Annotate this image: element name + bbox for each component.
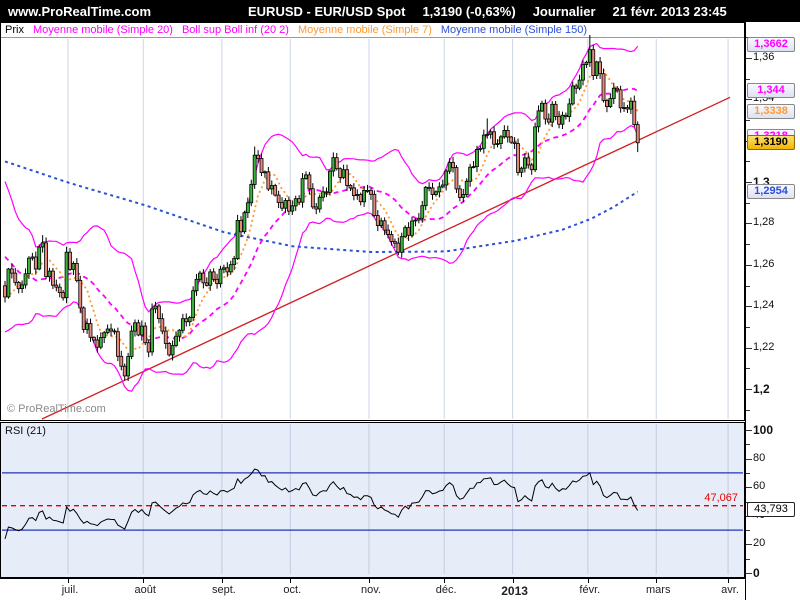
value-label-ma20: 1,344 [747, 83, 795, 98]
price-tick-major [746, 223, 752, 224]
price-tick-major [746, 182, 752, 183]
rsi-tick-major [746, 430, 752, 431]
price-tick [746, 368, 750, 369]
rsi-tick-major [746, 459, 752, 460]
month-tick [290, 579, 292, 583]
title-bar: www.ProRealTime.com EURUSD - EUR/USD Spo… [0, 0, 800, 22]
price-tick-major [746, 306, 752, 307]
price-tick-major [746, 58, 752, 59]
rsi-tick-label: 80 [753, 451, 766, 464]
month-label: juil. [61, 584, 79, 596]
rsi-indicator-label: RSI (21) [5, 425, 46, 437]
price-tick-label: 1,24 [753, 299, 775, 312]
candlestick-chart[interactable] [1, 23, 744, 420]
price-tick [746, 120, 750, 121]
month-tick [68, 579, 69, 583]
value-label-rsi-value: 43,793 [747, 502, 795, 517]
month-tick [587, 579, 589, 583]
price-tick-label: 1,26 [753, 257, 775, 270]
chart-legend: Prix Moyenne mobile (Simple 20) Boll sup B… [1, 23, 744, 38]
rsi-tick-major [746, 487, 752, 488]
month-tick [444, 579, 446, 583]
rsi-tick-major [746, 573, 752, 574]
rsi-tick-label: 100 [753, 423, 774, 437]
time-axis[interactable]: juil. août sept. oct. nov. déc. 2013 févr. mars a… [0, 578, 745, 600]
price-tick-major [746, 389, 752, 390]
chart-title: EURUSD - EUR/USD Spot 1,3190 (-0,63%) Jo… [248, 4, 727, 19]
month-tick [728, 579, 730, 583]
instrument-title: EURUSD - EUR/USD Spot [248, 4, 406, 19]
price-tick-label: 1,36 [753, 50, 775, 63]
price-chart-panel[interactable]: Prix Moyenne mobile (Simple 20) Boll sup B… [0, 22, 745, 421]
month-label: sept. [211, 584, 236, 596]
price-tick [746, 79, 750, 80]
rsi-tick-label: 20 [753, 537, 766, 550]
rsi-tick-label: 60 [753, 480, 766, 493]
legend-item: Moyenne mobile (Simple 150) [440, 24, 587, 36]
month-tick [143, 579, 145, 583]
price-tick [746, 161, 750, 162]
price-tick-label: 1,22 [753, 340, 775, 353]
rsi-tick [746, 444, 750, 445]
month-tick [221, 579, 223, 583]
brand-link[interactable]: www.ProRealTime.com [8, 4, 152, 19]
month-label: mars [646, 584, 671, 596]
price-tick [746, 327, 750, 328]
legend-item: Moyenne mobile (Simple 20) [32, 24, 173, 36]
legend-item-prix: Prix [5, 24, 24, 36]
value-label-last-price: 1,3190 [747, 135, 795, 150]
price-tick-label: 1,28 [753, 216, 775, 229]
price-tick [746, 410, 750, 411]
rsi-tick-major [746, 544, 752, 545]
watermark: © ProRealTime.com [7, 403, 106, 415]
value-label-boll-sup: 1,3662 [747, 37, 795, 52]
price-tick-major [746, 265, 752, 266]
price-tick [746, 203, 750, 204]
month-label: oct. [283, 584, 302, 596]
month-label: 2013 [501, 584, 528, 598]
month-label: avr. [721, 584, 739, 596]
legend-item: Moyenne mobile (Simple 7) [297, 24, 432, 36]
month-label: déc. [435, 584, 457, 596]
last-price-change: 1,3190 (-0,63%) [422, 4, 516, 19]
price-tick-major [746, 348, 752, 349]
month-label: nov. [360, 584, 381, 596]
month-tick [368, 579, 370, 583]
rsi-alert-level-label: 47,067 [704, 492, 738, 504]
datetime-label: 21 févr. 2013 23:45 [612, 4, 727, 19]
rsi-tick [746, 559, 750, 560]
month-label: août [134, 584, 156, 596]
price-tick [746, 286, 750, 287]
value-label-ma150: 1,2954 [747, 184, 795, 199]
rsi-tick [746, 530, 750, 531]
price-tick [746, 244, 750, 245]
value-label-ma7: 1,3338 [747, 104, 795, 119]
rsi-tick [746, 473, 750, 474]
rsi-panel[interactable]: RSI (21) 47,067 [0, 422, 745, 578]
month-tick [656, 579, 658, 583]
price-tick-label: 1,2 [753, 382, 770, 396]
price-tick-major [746, 99, 752, 100]
month-label: févr. [579, 584, 601, 596]
month-tick [512, 579, 514, 583]
rsi-tick-label: 0 [753, 566, 760, 580]
legend-item: Boll sup Boll inf (20 2) [181, 24, 289, 36]
rsi-chart[interactable] [1, 423, 744, 575]
timeframe-label: Journalier [532, 4, 596, 19]
